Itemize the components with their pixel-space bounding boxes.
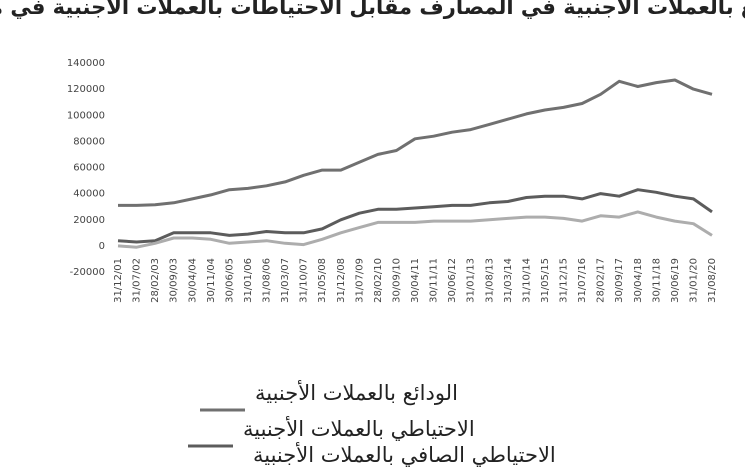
y-tick-label: 40000 (73, 189, 105, 200)
x-tick-label: 30/11/11 (429, 258, 440, 303)
y-tick-label: 60000 (73, 163, 105, 174)
legend-label: الاحتياطي بالعملات الأجنبية (243, 416, 475, 441)
x-tick-label: 30/06/12 (447, 258, 458, 303)
x-tick-label: 31/07/09 (354, 258, 365, 303)
x-tick-label: 30/04/04 (187, 258, 198, 303)
y-tick-label: -20000 (70, 267, 105, 278)
y-tick-label: 140000 (67, 58, 105, 69)
series-line (117, 210, 713, 249)
x-tick-label: 31/12/01 (113, 258, 124, 303)
x-tick-label: 28/02/10 (373, 258, 384, 303)
x-tick-label: 30/04/18 (633, 258, 644, 303)
x-tick-label: 31/01/13 (466, 258, 477, 303)
x-tick-label: 31/07/02 (132, 258, 143, 303)
x-tick-label: 31/05/15 (540, 258, 551, 303)
legend-label: الودائع بالعملات الأجنبية (255, 380, 458, 405)
chart-title: تطور الودائع بالعملات الأجنبية في المصار… (0, 0, 745, 19)
y-tick-label: 120000 (67, 84, 105, 95)
y-tick-label: 100000 (67, 110, 105, 121)
x-tick-label: 31/01/20 (688, 258, 699, 303)
x-tick-label: 30/04/11 (410, 258, 421, 303)
x-tick-label: 31/12/15 (559, 258, 570, 303)
x-tick-label: 31/08/20 (707, 258, 718, 303)
x-tick-label: 30/06/05 (224, 258, 235, 303)
x-tick-label: 31/01/06 (243, 258, 254, 303)
x-tick-label: 31/10/07 (299, 258, 310, 303)
x-tick-label: 31/08/13 (484, 258, 495, 303)
x-tick-label: 31/03/14 (503, 258, 514, 303)
x-tick-label: 30/06/19 (670, 258, 681, 303)
x-tick-label: 30/09/17 (614, 258, 625, 303)
y-tick-label: 0 (99, 241, 105, 252)
x-tick-label: 28/02/03 (150, 258, 161, 303)
x-tick-label: 30/09/03 (169, 258, 180, 303)
x-tick-label: 31/05/08 (317, 258, 328, 303)
x-tick-label: 30/09/10 (391, 258, 402, 303)
x-tick-label: 31/07/16 (577, 258, 588, 303)
x-tick-label: 28/02/17 (596, 258, 607, 303)
x-tick-label: 31/10/14 (521, 258, 532, 303)
y-tick-label: 20000 (73, 215, 105, 226)
series-line (118, 78, 713, 207)
x-tick-label: 31/08/06 (262, 258, 273, 303)
x-tick-label: 30/11/18 (651, 258, 662, 303)
legend-label: الاحتياطي الصافي بالعملات الأجنبية (253, 442, 556, 467)
series-line (117, 188, 713, 244)
x-tick-label: 31/12/08 (336, 258, 347, 303)
x-tick-label: 30/11/04 (206, 258, 217, 303)
x-tick-label: 31/03/07 (280, 258, 291, 303)
y-tick-label: 80000 (73, 136, 105, 147)
